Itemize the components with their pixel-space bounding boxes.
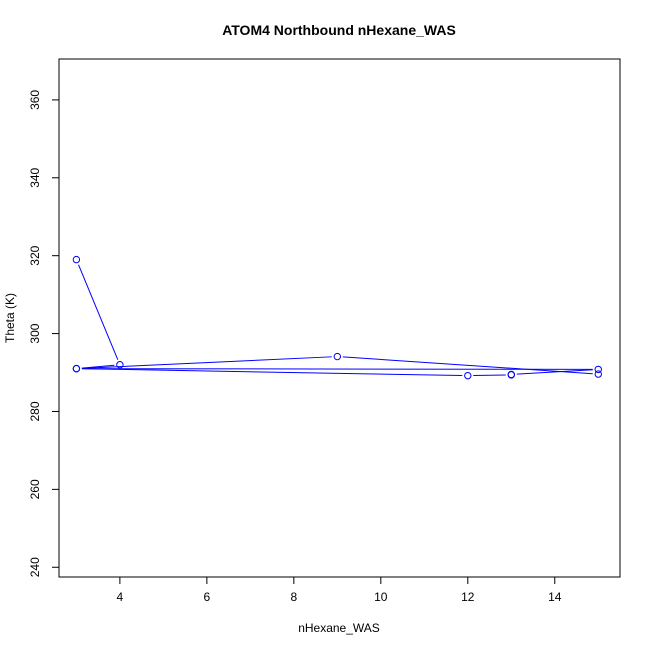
series-segment [81,368,463,377]
x-tick-label: 4 [117,590,124,604]
data-point [594,365,602,374]
series-segment [81,368,593,370]
x-tick-label: 8 [290,590,297,604]
x-tick-label: 10 [374,590,388,604]
x-tick-label: 6 [204,590,211,604]
series-segment [78,264,119,360]
series-segment [81,356,332,369]
chart-title: ATOM4 Northbound nHexane_WAS [222,22,456,38]
data-point [116,361,124,369]
series-segment [516,369,593,375]
x-axis: 4 6 8 10 12 14 [117,576,562,604]
series-lines [78,264,593,377]
y-tick-label: 240 [28,557,42,577]
x-tick-label: 12 [461,590,475,604]
data-point [333,352,342,361]
plot-frame [58,58,621,578]
data-point [72,255,81,264]
data-point [72,364,81,373]
y-tick-label: 320 [28,245,42,265]
y-tick-label: 340 [28,167,42,187]
y-tick-label: 260 [28,479,42,499]
y-tick-label: 360 [28,90,42,110]
data-point [464,371,472,380]
data-point [594,370,602,378]
y-axis: 240 260 280 300 320 340 360 [28,90,60,577]
series-segment [473,374,506,377]
data-point [507,371,515,379]
series-segment [342,356,593,375]
y-tick-label: 300 [28,323,42,343]
x-axis-label: nHexane_WAS [298,621,380,635]
series-points [72,255,602,380]
x-tick-label: 14 [548,590,562,604]
y-axis-label: Theta (K) [3,293,17,343]
y-tick-label: 280 [28,401,42,421]
